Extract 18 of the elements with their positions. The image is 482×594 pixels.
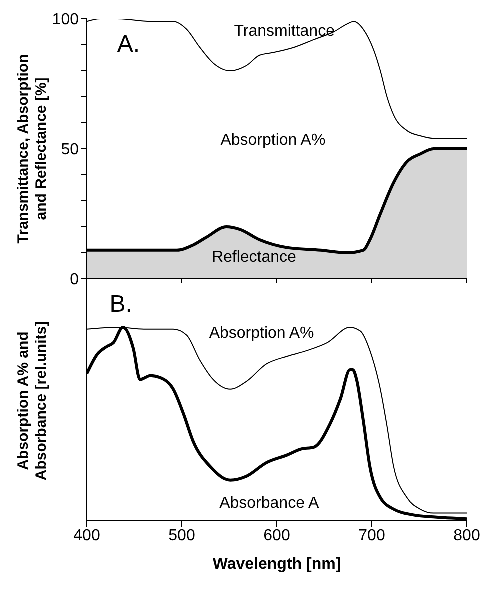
annotation: Absorption A% xyxy=(209,325,314,343)
y-tick-label: 50 xyxy=(61,142,80,159)
x-tick-label: 400 xyxy=(74,527,100,544)
text: B. xyxy=(110,290,132,318)
y-tick-label: 0 xyxy=(70,272,80,289)
annotation: Transmittance xyxy=(234,23,335,41)
x-tick-label: 500 xyxy=(168,527,196,544)
annotation: Reflectance xyxy=(212,249,296,267)
x-tick-label: 600 xyxy=(264,527,290,544)
x-tick-label: 700 xyxy=(358,527,386,544)
x-tick-label: 800 xyxy=(454,527,480,544)
y-tick-label: 100 xyxy=(52,12,80,29)
annotation: Absorption A% xyxy=(220,132,326,150)
annotation: A. xyxy=(117,30,140,58)
y-axis-title: Transmittance, Absorption and Reflectance [%] xyxy=(15,54,50,244)
y-axis-title: Absorption A% and Absorbance [rel.units] xyxy=(15,321,50,481)
annotation: Absorbance A xyxy=(220,495,320,513)
x-axis-title: Wavelength [nm] xyxy=(212,556,342,573)
